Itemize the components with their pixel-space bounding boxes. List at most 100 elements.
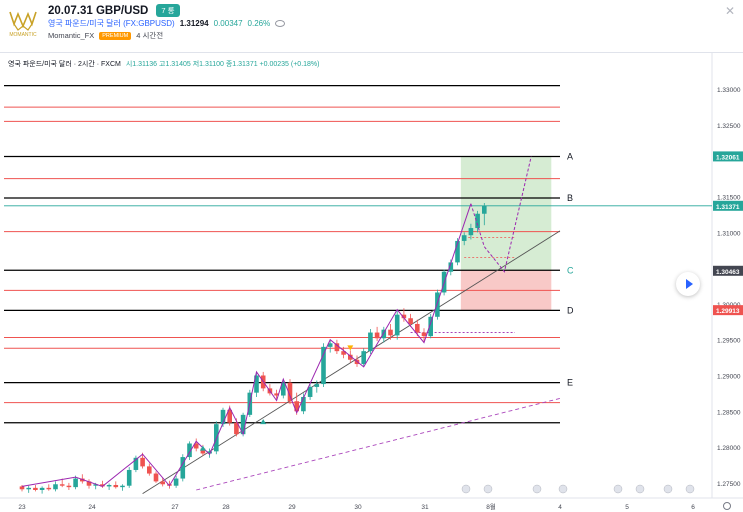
price-axis[interactable] — [712, 53, 743, 512]
close-icon[interactable]: ✕ — [724, 4, 735, 18]
candle-body — [46, 487, 52, 490]
candle-body — [307, 386, 313, 397]
level-label: D — [567, 305, 574, 315]
price-tag — [713, 200, 743, 211]
price-tag-label: 1.30463 — [716, 269, 740, 276]
time-tick-label: 5 — [625, 504, 629, 511]
price-tick-label: 1.29000 — [717, 373, 741, 380]
candle-body — [448, 262, 454, 272]
play-button[interactable] — [676, 272, 700, 296]
price-tick-label: 1.29500 — [717, 338, 741, 345]
candle-body — [200, 448, 206, 454]
candle-body — [468, 228, 474, 236]
price-tag-label: 1.29913 — [716, 308, 740, 315]
candle-body — [314, 384, 320, 387]
price-tag — [713, 265, 743, 276]
candle-body — [53, 484, 58, 490]
candle-body — [100, 484, 105, 487]
time-ago: 4 시간전 — [136, 31, 164, 40]
chart-legend: 영국 파운드/미국 달러 · 2시간 · FXCM 시1.31136 고1.31… — [8, 59, 320, 69]
long-badge: 7 롱 — [156, 4, 180, 17]
trend-line — [142, 230, 561, 494]
price-tick-label: 1.28000 — [717, 445, 741, 452]
price-tag — [713, 151, 743, 162]
event-flag-icon[interactable] — [461, 484, 471, 494]
candle-body — [207, 451, 212, 454]
candle-body — [341, 351, 346, 355]
legend-symbol: 영국 파운드/미국 달러 · 2시간 · FXCM — [8, 61, 121, 68]
candle-body — [113, 484, 119, 488]
price-tag-label: 1.31371 — [716, 204, 740, 211]
settings-icon[interactable] — [723, 502, 731, 510]
candle-body — [66, 485, 72, 488]
candle-body — [421, 332, 427, 337]
candle-body — [281, 382, 286, 396]
candle-body — [327, 343, 333, 347]
candle-body — [220, 409, 226, 425]
candle-body — [193, 443, 199, 449]
buy-marker-icon — [260, 419, 267, 425]
time-tick-label: 6 — [691, 504, 695, 511]
candle-body — [461, 235, 467, 241]
price-tick-label: 1.28500 — [717, 409, 741, 416]
buy-marker-icon — [199, 445, 206, 451]
projected-path — [470, 156, 532, 273]
candle-body — [254, 375, 259, 393]
candle-body — [455, 240, 460, 263]
time-tick-label: 30 — [354, 504, 362, 511]
play-icon — [685, 279, 693, 289]
candle-body — [240, 414, 246, 435]
momantic-logo: MOMANTIC — [9, 11, 37, 38]
price-tick-label: 1.27500 — [717, 481, 741, 488]
event-flag-icon[interactable] — [558, 484, 568, 494]
candle-body — [361, 351, 366, 365]
target-zone — [460, 156, 552, 271]
candle-body — [408, 318, 413, 324]
author-name[interactable]: Momantic_FX — [48, 31, 95, 40]
idea-header: MOMANTIC 20.07.31 GBP/USD 7 롱 영국 파운드/미국 … — [0, 0, 743, 50]
candle-body — [227, 409, 232, 423]
event-flag-icon[interactable] — [685, 484, 695, 494]
event-flag-icon[interactable] — [635, 484, 645, 494]
candle-body — [147, 466, 152, 474]
event-flag-icon[interactable] — [613, 484, 623, 494]
price-tag-label: 1.32061 — [716, 154, 740, 161]
candle-body — [120, 485, 125, 488]
eye-icon[interactable] — [275, 20, 286, 27]
level-label: B — [567, 193, 573, 203]
price-tick-label: 1.31500 — [717, 195, 741, 202]
candlestick-chart[interactable]: ABCDE1.330001.325001.315001.310001.30000… — [0, 53, 743, 512]
candle-body — [401, 314, 407, 319]
time-tick-label: 28 — [222, 504, 230, 511]
candle-body — [287, 382, 293, 402]
sell-marker-icon — [347, 345, 354, 351]
time-tick-label: 23 — [18, 504, 26, 511]
candle-body — [482, 205, 487, 214]
price-change: 0.00347 — [213, 19, 243, 28]
svg-text:MOMANTIC: MOMANTIC — [9, 32, 37, 38]
legend-ohlc: 시1.31136 고1.31405 저1.31100 종1.31371 +0.0… — [125, 61, 320, 68]
price-tag — [713, 305, 743, 316]
time-tick-label: 31 — [421, 504, 429, 511]
candle-body — [59, 484, 65, 486]
price-tick-label: 1.32500 — [717, 123, 741, 130]
level-label: A — [567, 151, 573, 161]
candle-body — [33, 487, 38, 490]
price-change-pct: 0.26% — [247, 19, 271, 28]
price-tick-label: 1.33000 — [717, 87, 741, 94]
event-flag-icon[interactable] — [532, 484, 542, 494]
event-flag-icon[interactable] — [663, 484, 673, 494]
candle-body — [234, 422, 239, 435]
candle-body — [388, 329, 393, 336]
candle-body — [274, 393, 279, 396]
wave-path — [21, 203, 472, 487]
candle-body — [394, 314, 400, 336]
symbol-link[interactable]: 영국 파운드/미국 달러 (FX:GBPUSD) — [48, 19, 175, 28]
level-label: C — [567, 265, 574, 275]
candle-body — [475, 213, 480, 229]
chart-area[interactable]: 영국 파운드/미국 달러 · 2시간 · FXCM 시1.31136 고1.31… — [0, 52, 743, 512]
event-flag-icon[interactable] — [483, 484, 493, 494]
candle-body — [334, 343, 340, 352]
candle-body — [86, 481, 92, 486]
premium-badge: PREMIUM — [99, 31, 132, 40]
